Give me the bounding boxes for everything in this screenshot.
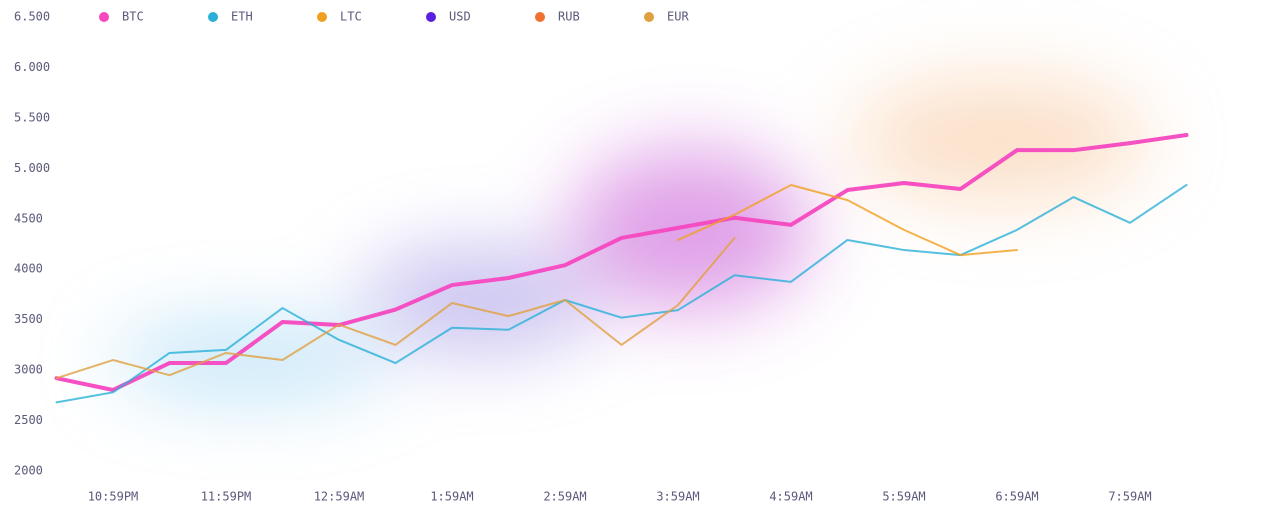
legend-label: BTC [122, 10, 144, 24]
legend-marker [426, 12, 436, 22]
series-line [54, 133, 1189, 392]
legend-label: ETH [231, 10, 253, 24]
series-line [677, 183, 1018, 257]
x-tick-label: 5:59AM [882, 490, 925, 504]
x-tick-label: 6:59AM [995, 490, 1038, 504]
background-glow [110, 80, 1150, 395]
y-tick-label: 4000 [14, 262, 43, 276]
x-tick-label: 4:59AM [769, 490, 812, 504]
x-tick-label: 10:59PM [88, 490, 139, 504]
x-tick-label: 12:59AM [314, 490, 365, 504]
series-line [55, 236, 736, 380]
x-tick-label: 11:59PM [201, 490, 252, 504]
legend-marker [208, 12, 218, 22]
x-tick-label: 2:59AM [543, 490, 586, 504]
x-tick-label: 3:59AM [656, 490, 699, 504]
legend-marker [317, 12, 327, 22]
y-tick-label: 6.500 [14, 10, 50, 24]
y-tick-label: 2000 [14, 464, 43, 478]
y-tick-label: 4500 [14, 211, 43, 225]
legend-label: LTC [340, 10, 362, 24]
y-tick-label: 5.000 [14, 161, 50, 175]
legend-label: USD [449, 10, 471, 24]
y-tick-label: 5.500 [14, 110, 50, 124]
legend-marker [644, 12, 654, 22]
y-tick-label: 6.000 [14, 60, 50, 74]
series-line [55, 183, 1188, 404]
legend-label: EUR [667, 10, 689, 24]
y-tick-label: 3500 [14, 312, 43, 326]
y-tick-label: 3000 [14, 363, 43, 377]
legend-label: RUB [558, 10, 580, 24]
y-tick-label: 2500 [14, 413, 43, 427]
legend-marker [99, 12, 109, 22]
legend-marker [535, 12, 545, 22]
x-tick-label: 1:59AM [430, 490, 473, 504]
x-tick-label: 7:59AM [1108, 490, 1151, 504]
